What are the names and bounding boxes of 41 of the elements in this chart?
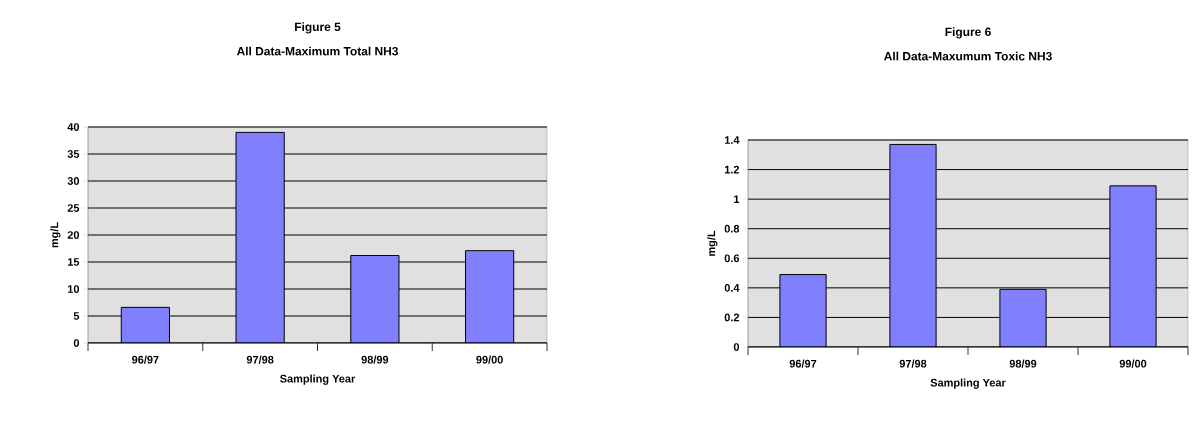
- y-tick-label: 0.4: [724, 283, 740, 292]
- chart-subtitle: All Data-Maxumum Toxic NH3: [884, 51, 1052, 61]
- chart-title: Figure 5: [295, 22, 341, 34]
- y-tick-label: 10: [67, 285, 80, 293]
- bar: [1109, 185, 1157, 347]
- y-tick-label: 40: [67, 123, 80, 131]
- y-tick-label: 20: [67, 231, 80, 239]
- x-tick-label: 97/98: [899, 359, 927, 368]
- y-tick-label: 1.2: [724, 165, 740, 174]
- x-tick-label: 97/98: [246, 355, 274, 364]
- y-tick-label: 0: [733, 343, 740, 351]
- x-tick-label: 96/97: [132, 355, 159, 364]
- x-tick-label: 96/97: [789, 359, 817, 368]
- bar: [235, 131, 285, 343]
- y-tick-label: 0.2: [724, 313, 740, 322]
- bar: [465, 250, 515, 343]
- y-tick-label: 1.4: [724, 136, 740, 144]
- y-tick-label: 35: [67, 150, 80, 158]
- bar: [779, 274, 827, 347]
- y-axis-title: mg/L: [707, 230, 718, 256]
- y-tick-label: 1: [734, 195, 740, 203]
- y-tick-label: 0: [73, 339, 80, 347]
- x-tick-label: 98/99: [361, 355, 389, 364]
- y-tick-label: 25: [67, 204, 80, 212]
- y-tick-label: 5: [73, 312, 80, 320]
- x-axis-title: Sampling Year: [930, 378, 1006, 389]
- chart-title: Figure 6: [945, 27, 991, 39]
- x-tick-label: 99/00: [476, 355, 503, 364]
- y-tick-label: 15: [67, 258, 80, 266]
- y-axis-title: mg/L: [50, 222, 61, 248]
- y-tick-label: 0.6: [724, 254, 740, 263]
- x-tick-label: 99/00: [1119, 359, 1147, 368]
- bar: [350, 255, 400, 343]
- bar: [889, 143, 937, 347]
- chart-subtitle: All Data-Maximum Total NH3: [236, 46, 398, 56]
- y-tick-label: 0.8: [724, 224, 740, 233]
- x-axis-title: Sampling Year: [280, 374, 356, 385]
- x-tick-label: 98/99: [1009, 359, 1037, 368]
- bar: [120, 306, 170, 343]
- bar: [999, 288, 1047, 347]
- y-tick-label: 30: [67, 177, 80, 185]
